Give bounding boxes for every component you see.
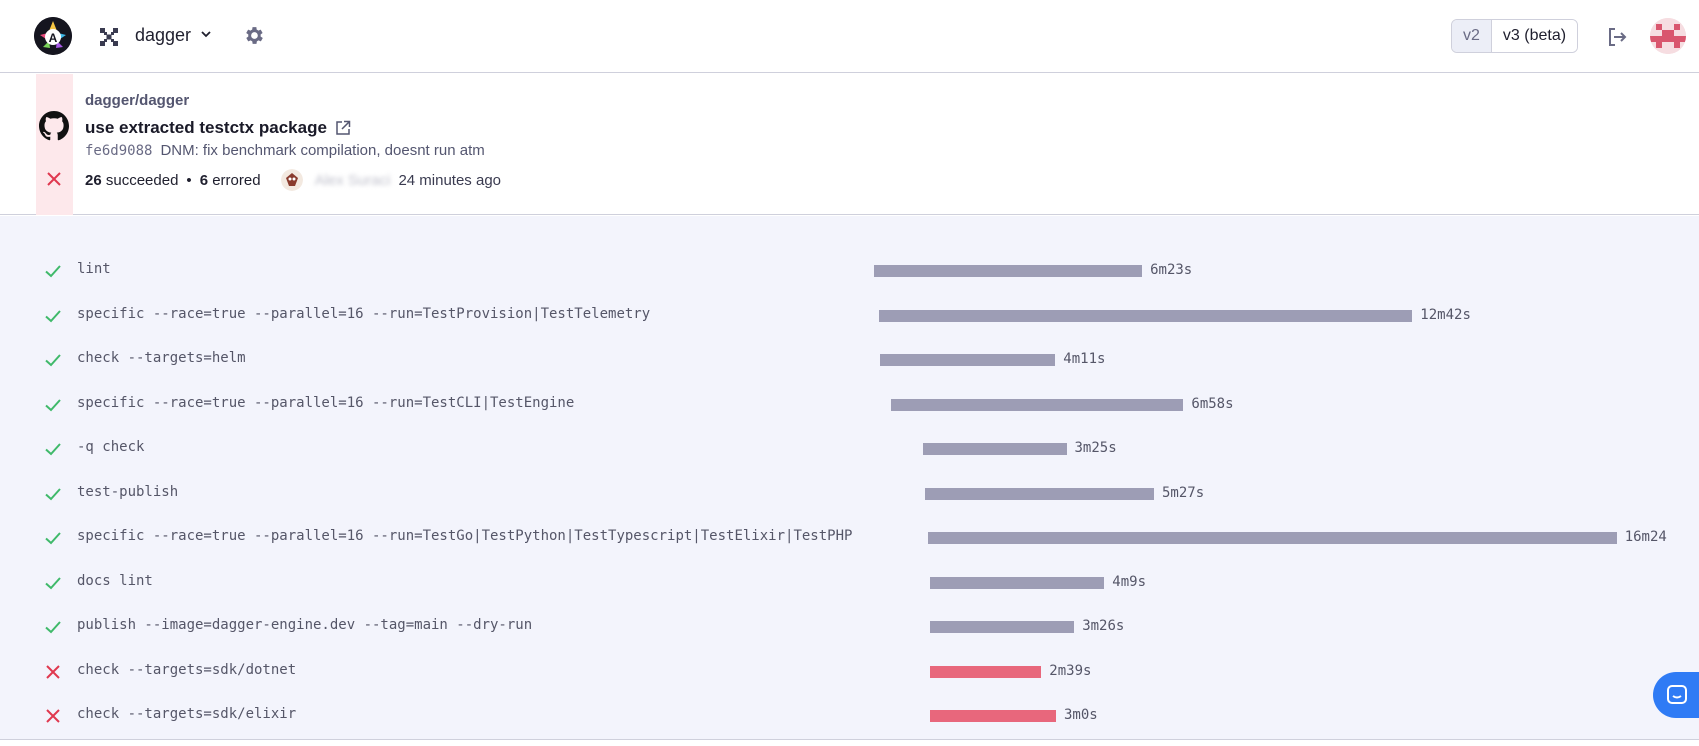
org-name[interactable]: dagger — [135, 25, 192, 45]
errored-label: errored — [212, 171, 261, 189]
check-label: check --targets=sdk/dotnet — [77, 661, 297, 678]
github-icon[interactable] — [39, 111, 69, 141]
commit-stats: 26 succeeded • 6 errored Alex Suraci 24 … — [85, 169, 501, 191]
check-success-icon — [45, 354, 61, 367]
check-label: check --targets=helm — [77, 350, 246, 366]
app-logo-icon[interactable]: A — [34, 17, 72, 55]
duration-label: 6m23s — [1150, 262, 1193, 278]
commit-title-row: use extracted testctx package — [85, 118, 351, 138]
check-row[interactable]: check --targets=helm 4m11s — [0, 338, 1699, 382]
duration-label: 6m58s — [1191, 395, 1234, 412]
duration-bar — [925, 487, 1154, 500]
check-error-icon — [46, 664, 60, 679]
check-label: -q check — [77, 439, 145, 455]
check-success-icon — [45, 621, 61, 634]
duration-bar — [874, 265, 1143, 277]
duration-bar — [890, 398, 1184, 411]
check-row[interactable]: specific --race=true --parallel=16 --run… — [0, 516, 1699, 560]
org-icon — [100, 28, 118, 46]
duration-label: 16m24 — [1624, 529, 1667, 545]
errored-count: 6 — [199, 171, 209, 189]
duration-bar — [878, 309, 1413, 322]
check-label: specific --race=true --parallel=16 --run… — [77, 394, 575, 411]
check-success-icon — [45, 532, 61, 545]
chevron-down-icon[interactable] — [200, 28, 212, 40]
author-name: Alex Suraci — [314, 171, 391, 189]
duration-label: 4m11s — [1063, 351, 1106, 367]
check-row[interactable]: specific --race=true --parallel=16 --run… — [0, 294, 1699, 338]
check-row[interactable]: check --targets=sdk/dotnet 2m39s — [0, 650, 1699, 694]
check-error-icon — [46, 709, 60, 723]
duration-label: 5m27s — [1162, 484, 1205, 501]
duration-label: 2m39s — [1049, 662, 1092, 679]
duration-bar — [930, 710, 1056, 722]
check-success-icon — [45, 265, 61, 278]
svg-text:A: A — [49, 31, 58, 45]
check-row[interactable]: specific --race=true --parallel=16 --run… — [0, 383, 1699, 427]
check-row[interactable]: check --targets=sdk/elixir 3m0s — [0, 694, 1699, 738]
commit-time: 24 minutes ago — [398, 171, 502, 189]
chat-launcher-button[interactable] — [1653, 672, 1699, 718]
check-success-icon — [45, 398, 61, 411]
author-avatar — [280, 169, 303, 191]
check-label: test-publish — [77, 483, 179, 500]
duration-bar — [923, 443, 1067, 455]
check-label: lint — [77, 261, 111, 277]
repo-name[interactable]: dagger/dagger — [85, 92, 190, 109]
version-v2-button[interactable]: v2 — [1452, 20, 1492, 52]
check-row[interactable]: docs lint 4m9s — [0, 561, 1699, 605]
check-label: check --targets=sdk/elixir — [77, 706, 297, 722]
duration-bar — [879, 354, 1056, 366]
stats-separator: • — [186, 171, 192, 189]
duration-bar — [927, 532, 1617, 544]
check-row[interactable]: publish --image=dagger-engine.dev --tag=… — [0, 605, 1699, 649]
duration-label: 4m9s — [1112, 573, 1147, 590]
check-row[interactable]: test-publish 5m27s — [0, 472, 1699, 516]
logout-icon[interactable] — [1605, 25, 1629, 49]
version-switcher: v2 v3 (beta) — [1451, 19, 1579, 53]
check-label: specific --race=true --parallel=16 --run… — [77, 528, 853, 544]
version-v3-button[interactable]: v3 (beta) — [1491, 20, 1578, 52]
check-label: publish --image=dagger-engine.dev --tag=… — [77, 617, 533, 633]
check-row[interactable]: lint 6m23s — [0, 249, 1699, 293]
commit-header: dagger/dagger use extracted testctx pack… — [0, 74, 1699, 215]
error-x-icon — [47, 172, 61, 186]
succeeded-label: succeeded — [105, 171, 179, 189]
gear-icon[interactable] — [242, 24, 265, 47]
check-label: specific --race=true --parallel=16 --run… — [77, 305, 651, 322]
succeeded-count: 26 — [85, 171, 102, 189]
checks-timeline: lint 6m23s specific --race=true --parallel… — [0, 216, 1699, 740]
commit-title: use extracted testctx package — [85, 118, 327, 137]
check-label: docs lint — [77, 572, 153, 589]
duration-bar — [930, 576, 1105, 589]
duration-bar — [930, 665, 1042, 678]
duration-label: 3m0s — [1064, 707, 1098, 723]
check-success-icon — [45, 487, 61, 500]
top-bar: A dagger v2 v3 (beta) — [0, 0, 1699, 73]
chat-icon — [1667, 685, 1687, 704]
check-success-icon — [45, 309, 61, 322]
commit-sha-row: fe6d9088 DNM: fix benchmark compilation,… — [85, 142, 485, 159]
duration-bar — [930, 621, 1075, 633]
external-link-icon[interactable] — [335, 120, 351, 136]
duration-label: 12m42s — [1420, 306, 1471, 323]
user-avatar[interactable] — [1650, 18, 1686, 54]
commit-message: DNM: fix benchmark compilation, doesnt r… — [160, 142, 485, 159]
check-row[interactable]: -q check 3m25s — [0, 427, 1699, 471]
duration-label: 3m25s — [1074, 440, 1117, 456]
commit-sha[interactable]: fe6d9088 — [85, 142, 153, 159]
duration-label: 3m26s — [1082, 618, 1125, 634]
check-success-icon — [45, 576, 61, 589]
status-strip — [36, 74, 73, 215]
check-success-icon — [45, 443, 61, 456]
